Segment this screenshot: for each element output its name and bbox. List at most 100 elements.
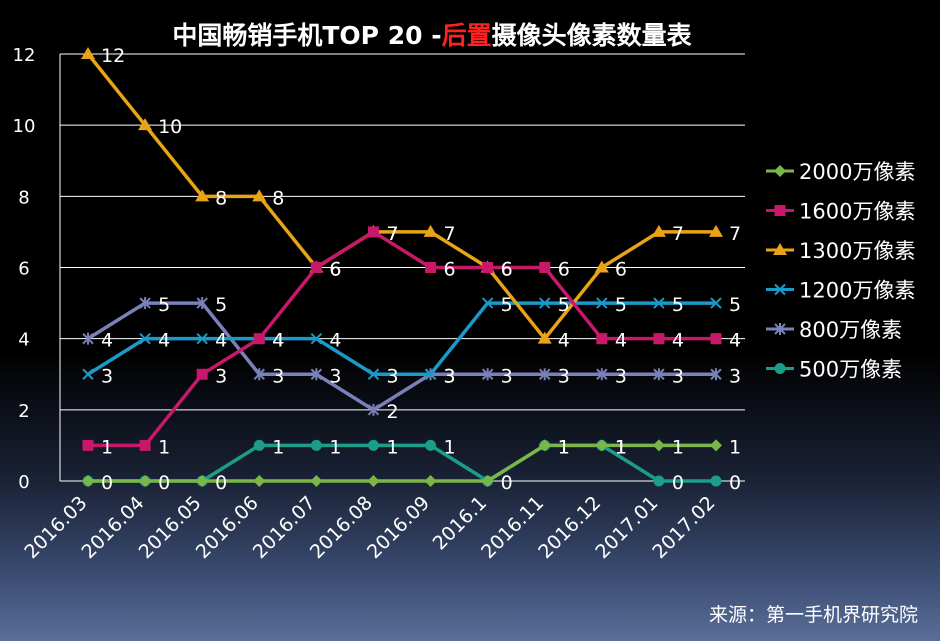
legend-label: 800万像素 — [799, 318, 902, 342]
data-point — [595, 439, 608, 452]
data-point — [310, 332, 323, 345]
data-label: 7 — [386, 223, 398, 245]
title-rest: 摄像头像素数量表 — [492, 21, 693, 50]
data-point — [196, 475, 209, 487]
data-label: 5 — [672, 294, 684, 316]
data-label: 4 — [558, 330, 570, 352]
x-tick-label: 2016.06 — [192, 492, 263, 563]
legend-marker — [774, 165, 786, 177]
data-point — [710, 333, 722, 345]
data-point — [481, 297, 494, 309]
data-label: 7 — [672, 223, 684, 245]
series-line — [87, 301, 716, 376]
data-label: 6 — [329, 259, 341, 281]
legend-label: 500万像素 — [799, 358, 902, 382]
chart-title: 中国畅销手机TOP 20 -后置摄像头像素数量表 — [172, 21, 692, 50]
data-label: 4 — [158, 330, 170, 352]
data-point — [710, 439, 722, 452]
data-point — [196, 297, 208, 310]
data-label: 1 — [672, 436, 684, 458]
data-label: 6 — [558, 259, 570, 281]
data-label: 1 — [615, 436, 627, 458]
data-point — [539, 262, 551, 273]
data-point — [423, 224, 438, 237]
data-point — [653, 297, 665, 309]
x-tick-label: 2016.11 — [477, 492, 548, 563]
data-label: 6 — [329, 259, 341, 281]
data-point — [253, 475, 266, 487]
series-line — [88, 443, 716, 483]
data-point — [539, 297, 551, 309]
source-credit: 来源：第一手机界研究院 — [708, 604, 918, 626]
y-tick-label: 8 — [18, 187, 29, 208]
y-tick-label: 6 — [18, 259, 29, 280]
legend-marker — [774, 283, 786, 296]
data-point — [424, 475, 437, 487]
data-point — [424, 368, 437, 380]
legend-label: 2000万像素 — [799, 160, 915, 184]
legend-marker — [774, 205, 786, 216]
x-tick-label: 2016.09 — [363, 492, 434, 563]
data-label: 3 — [558, 365, 570, 387]
y-tick-label: 0 — [18, 472, 29, 493]
y-tick-label: 4 — [18, 330, 29, 351]
data-label: 5 — [729, 294, 741, 316]
data-point — [82, 439, 94, 451]
x-tick-label: 2016.04 — [78, 492, 149, 563]
data-point — [196, 368, 208, 380]
data-label: 1 — [558, 436, 570, 458]
data-label: 8 — [215, 187, 227, 209]
data-label: 5 — [215, 294, 227, 316]
data-point — [81, 47, 95, 59]
data-point — [653, 368, 665, 381]
data-label: 1 — [615, 436, 627, 458]
data-label: 1 — [729, 436, 741, 458]
series-line — [87, 301, 716, 412]
y-tick-label: 2 — [18, 401, 29, 422]
data-point — [139, 475, 152, 487]
data-point — [253, 333, 265, 345]
data-point — [596, 333, 608, 345]
data-point — [138, 118, 153, 131]
data-point — [710, 297, 722, 309]
data-point — [539, 368, 551, 381]
data-label: 0 — [215, 472, 227, 494]
x-tick-label: 2017.01 — [591, 492, 662, 563]
data-label: 1 — [158, 436, 170, 458]
data-label: 6 — [501, 259, 513, 281]
legend-marker — [774, 363, 786, 374]
data-label: 3 — [329, 365, 341, 387]
title-highlight: 后置 — [442, 21, 492, 50]
data-label: 5 — [501, 294, 513, 316]
x-tick-label: 2016.08 — [306, 492, 377, 563]
legend-label: 1300万像素 — [799, 239, 915, 263]
series-line — [86, 52, 716, 341]
data-label: 3 — [215, 365, 227, 387]
data-point — [253, 368, 265, 381]
data-point — [310, 368, 323, 381]
data-label: 3 — [729, 365, 741, 387]
data-label: 5 — [558, 294, 570, 316]
data-point — [482, 262, 494, 273]
data-label: 3 — [501, 365, 513, 387]
legend-marker — [774, 323, 786, 335]
data-point — [367, 226, 379, 238]
x-tick-label: 2016.03 — [20, 492, 91, 563]
data-label: 1 — [101, 436, 113, 458]
data-label: 3 — [444, 365, 456, 387]
legend-label: 1200万像素 — [799, 279, 915, 303]
data-label: 1 — [272, 436, 284, 458]
legend-marker — [773, 243, 787, 255]
data-point — [367, 403, 380, 416]
data-point — [82, 332, 94, 345]
x-tick-label: 2016.05 — [135, 492, 206, 563]
data-point — [710, 475, 722, 487]
data-label: 4 — [272, 330, 284, 352]
data-label: 4 — [101, 330, 113, 352]
data-label: 6 — [444, 259, 456, 281]
data-label: 12 — [101, 45, 125, 67]
data-label: 3 — [672, 365, 684, 387]
data-point — [82, 368, 94, 380]
data-point — [481, 475, 494, 487]
data-label: 0 — [158, 472, 170, 494]
